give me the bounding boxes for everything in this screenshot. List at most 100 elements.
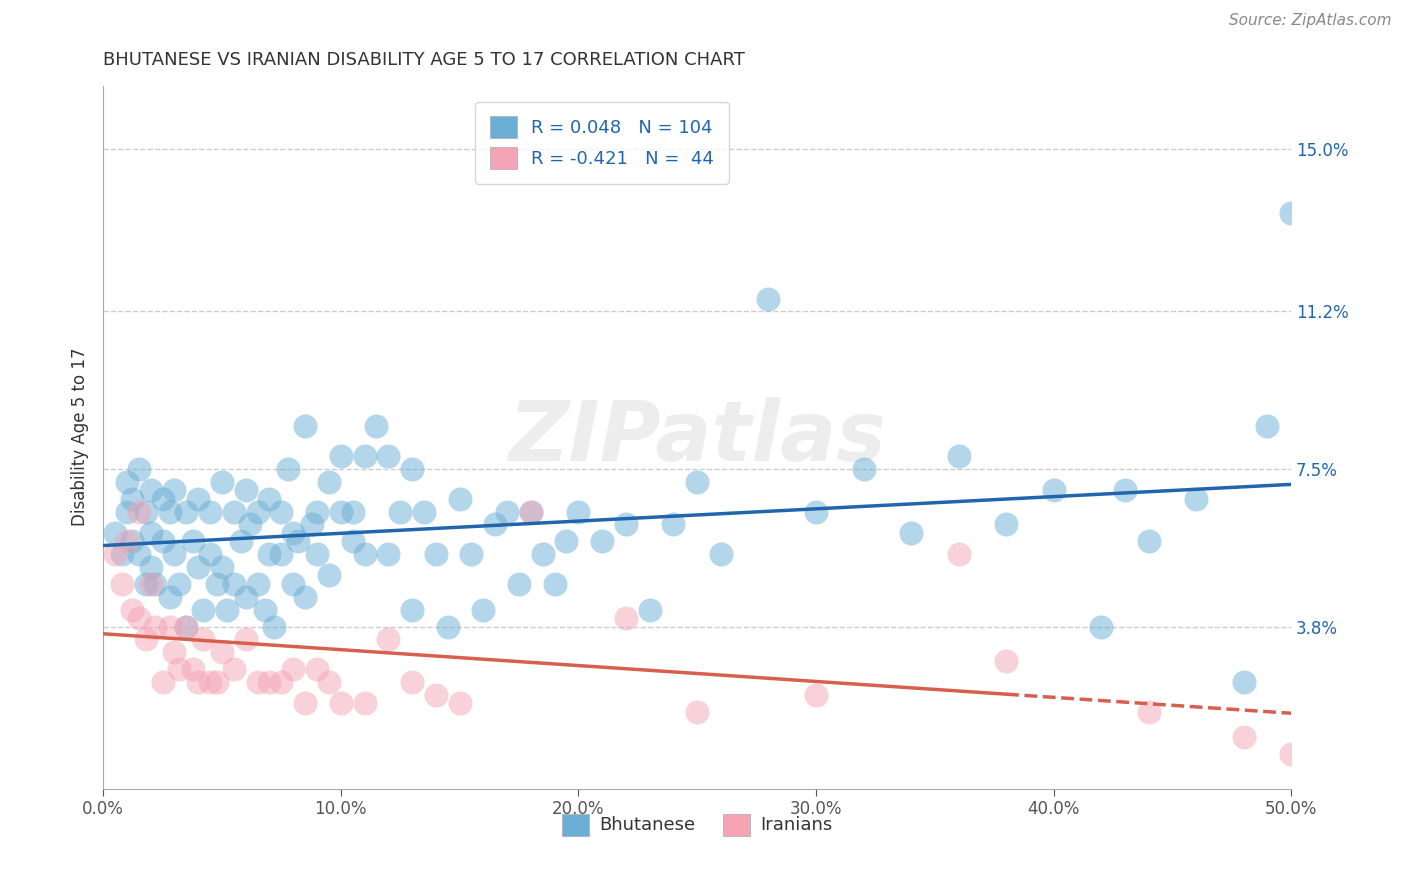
Point	[1137, 705, 1160, 719]
Point	[662, 517, 685, 532]
Point	[246, 577, 269, 591]
Point	[758, 292, 780, 306]
Point	[139, 525, 162, 540]
Point	[111, 577, 134, 591]
Point	[283, 525, 305, 540]
Point	[436, 619, 458, 633]
Point	[139, 483, 162, 498]
Point	[246, 675, 269, 690]
Point	[401, 602, 423, 616]
Point	[191, 632, 214, 647]
Point	[366, 419, 388, 434]
Point	[1090, 619, 1112, 633]
Point	[104, 525, 127, 540]
Point	[520, 505, 543, 519]
Point	[638, 602, 661, 616]
Point	[167, 577, 190, 591]
Point	[614, 517, 637, 532]
Point	[449, 696, 471, 710]
Point	[167, 662, 190, 676]
Point	[159, 619, 181, 633]
Point	[301, 517, 323, 532]
Point	[152, 675, 174, 690]
Point	[948, 547, 970, 561]
Point	[115, 475, 138, 489]
Point	[995, 517, 1018, 532]
Point	[263, 619, 285, 633]
Point	[163, 645, 186, 659]
Point	[183, 534, 205, 549]
Point	[128, 462, 150, 476]
Point	[377, 632, 399, 647]
Point	[1256, 419, 1278, 434]
Point	[135, 577, 157, 591]
Point	[377, 547, 399, 561]
Point	[229, 534, 252, 549]
Point	[277, 462, 299, 476]
Point	[246, 505, 269, 519]
Point	[531, 547, 554, 561]
Point	[198, 547, 221, 561]
Point	[1042, 483, 1064, 498]
Point	[1279, 206, 1302, 220]
Point	[591, 534, 613, 549]
Point	[995, 654, 1018, 668]
Text: Source: ZipAtlas.com: Source: ZipAtlas.com	[1229, 13, 1392, 29]
Point	[128, 505, 150, 519]
Point	[205, 675, 228, 690]
Point	[222, 505, 245, 519]
Point	[294, 419, 316, 434]
Point	[614, 611, 637, 625]
Point	[211, 560, 233, 574]
Point	[353, 696, 375, 710]
Point	[425, 688, 447, 702]
Point	[852, 462, 875, 476]
Point	[159, 590, 181, 604]
Point	[496, 505, 519, 519]
Point	[187, 675, 209, 690]
Point	[342, 534, 364, 549]
Point	[460, 547, 482, 561]
Point	[128, 611, 150, 625]
Point	[159, 505, 181, 519]
Point	[413, 505, 436, 519]
Point	[152, 491, 174, 506]
Point	[121, 491, 143, 506]
Point	[287, 534, 309, 549]
Point	[211, 475, 233, 489]
Point	[187, 560, 209, 574]
Point	[104, 547, 127, 561]
Point	[543, 577, 565, 591]
Point	[1233, 731, 1256, 745]
Point	[174, 505, 197, 519]
Point	[270, 505, 292, 519]
Point	[1233, 675, 1256, 690]
Point	[686, 475, 709, 489]
Point	[235, 632, 257, 647]
Point	[121, 602, 143, 616]
Point	[472, 602, 495, 616]
Text: BHUTANESE VS IRANIAN DISABILITY AGE 5 TO 17 CORRELATION CHART: BHUTANESE VS IRANIAN DISABILITY AGE 5 TO…	[103, 51, 745, 69]
Point	[318, 568, 340, 582]
Point	[121, 534, 143, 549]
Point	[174, 619, 197, 633]
Point	[222, 577, 245, 591]
Point	[111, 547, 134, 561]
Point	[1114, 483, 1136, 498]
Point	[353, 547, 375, 561]
Point	[305, 662, 328, 676]
Point	[1279, 747, 1302, 762]
Point	[163, 547, 186, 561]
Point	[235, 483, 257, 498]
Point	[425, 547, 447, 561]
Point	[401, 462, 423, 476]
Point	[145, 577, 167, 591]
Point	[567, 505, 589, 519]
Point	[329, 449, 352, 463]
Point	[198, 505, 221, 519]
Point	[353, 449, 375, 463]
Point	[198, 675, 221, 690]
Point	[305, 505, 328, 519]
Point	[139, 560, 162, 574]
Point	[318, 675, 340, 690]
